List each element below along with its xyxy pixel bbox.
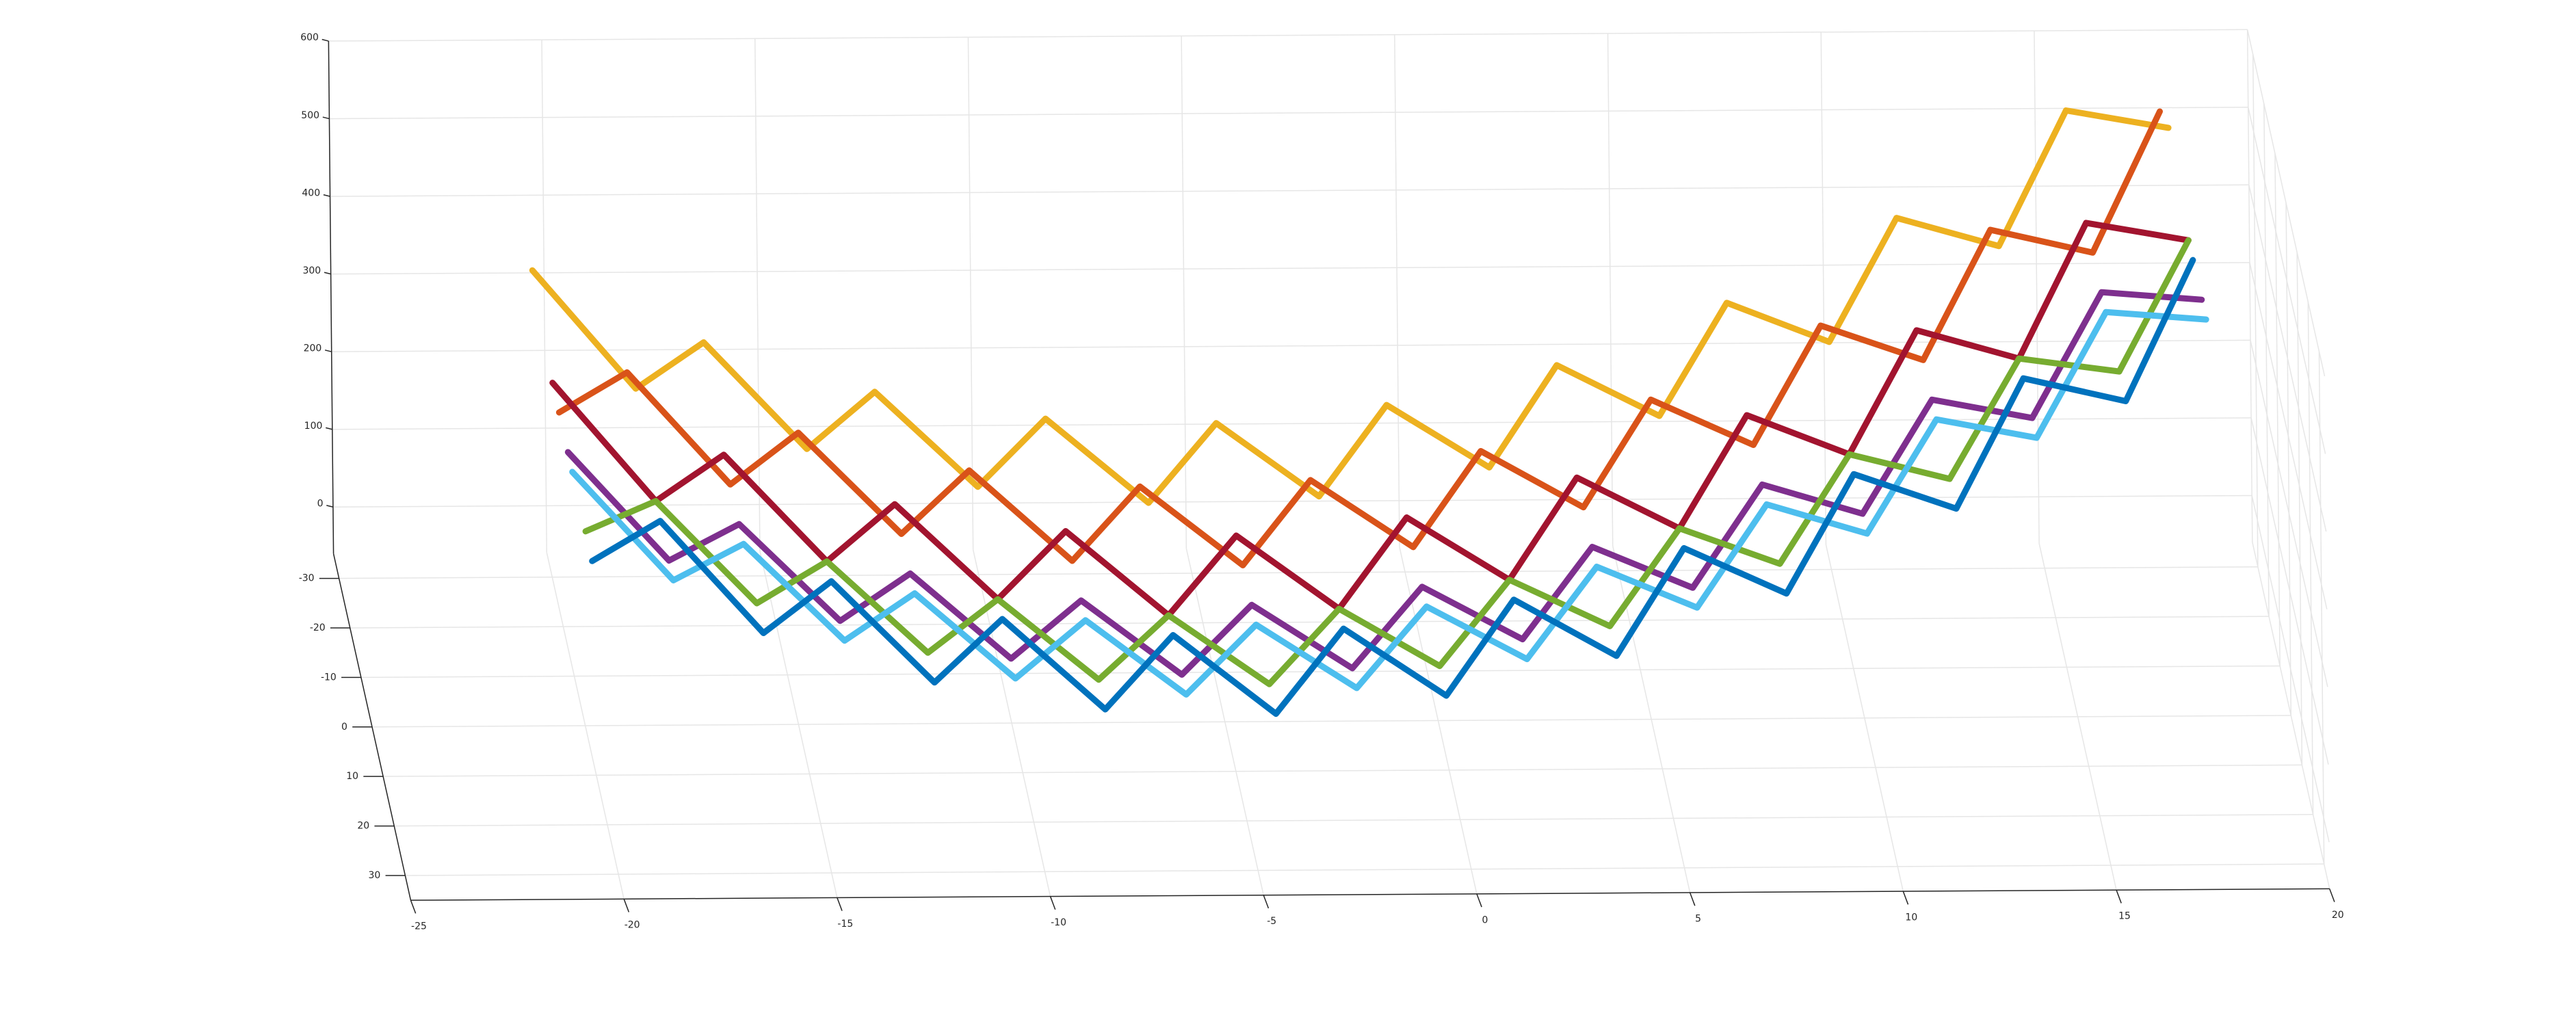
grid-line	[541, 40, 548, 553]
series-line	[564, 289, 2205, 678]
x-tick-label: 10	[1905, 912, 1917, 923]
x-tick-label: -20	[625, 920, 640, 931]
grid-line	[350, 616, 2270, 629]
grid-line	[1820, 31, 1827, 545]
x-tick	[1902, 891, 1909, 905]
grid-line	[2034, 31, 2040, 544]
grid-line	[332, 417, 2252, 430]
x-tick-label: -15	[837, 919, 853, 930]
z-tick-label: 500	[301, 110, 319, 121]
grid-line	[2246, 29, 2326, 377]
y-tick-label: 30	[369, 870, 381, 881]
grid-line	[1181, 36, 1187, 549]
series-line	[569, 308, 2209, 698]
x-tick	[2329, 889, 2335, 902]
x-tick-label: 5	[1695, 913, 1701, 924]
grid-line	[967, 37, 974, 550]
series-line	[582, 237, 2192, 687]
grid-line	[2250, 417, 2329, 765]
z-tick	[321, 38, 329, 42]
y-tick-label: -20	[310, 622, 326, 633]
grid-line	[2246, 29, 2253, 542]
x-tick-label: 15	[2118, 911, 2131, 922]
y-tick-label: 10	[346, 771, 358, 782]
x-tick	[2116, 889, 2122, 904]
x-tick-label: -25	[411, 921, 427, 932]
x-tick-label: 20	[2332, 910, 2344, 921]
x-axis	[410, 888, 2330, 901]
x-tick	[1049, 896, 1056, 910]
x-tick-label: -10	[1051, 917, 1066, 928]
grid-line	[1394, 34, 1400, 548]
z-tick-label: 100	[304, 421, 323, 432]
y-tick-label: -10	[321, 672, 337, 683]
z-tick	[326, 505, 334, 508]
grid-line	[2263, 103, 2270, 617]
z-tick	[323, 194, 330, 197]
grid-line	[2249, 262, 2328, 609]
grid-line	[371, 715, 2291, 728]
z-tick-label: 300	[302, 265, 321, 276]
grid-line	[360, 665, 2281, 679]
z-tick-label: 400	[302, 187, 320, 198]
grid-line	[339, 566, 2258, 579]
grid-line	[2285, 202, 2292, 715]
series-line	[589, 256, 2196, 718]
x-tick-label: 0	[1482, 915, 1488, 925]
x-tick	[623, 899, 630, 912]
grid-line	[405, 863, 2324, 876]
grid-line	[2318, 351, 2325, 865]
grid-line	[2252, 54, 2259, 567]
grid-line	[2248, 107, 2326, 454]
z-tick-label: 0	[317, 498, 324, 509]
grid-line	[2251, 495, 2330, 843]
x-tick	[1476, 893, 1482, 908]
grid-line	[754, 38, 761, 551]
grid-line	[330, 184, 2249, 197]
z-tick	[324, 272, 331, 275]
grid-line	[2250, 340, 2328, 687]
x-tick	[837, 897, 843, 911]
series-line	[529, 107, 2172, 506]
z-tick-label: 600	[300, 32, 319, 43]
x-tick	[410, 899, 417, 914]
grid-line	[2248, 185, 2327, 532]
z-axis	[328, 41, 334, 554]
z-tick	[326, 427, 332, 430]
grid-line	[2296, 252, 2303, 765]
y-tick-label: -30	[299, 573, 315, 584]
z-tick	[322, 116, 330, 120]
x-tick	[1263, 895, 1270, 909]
z-tick-label: 200	[304, 343, 322, 354]
z-tick	[324, 350, 332, 352]
x-tick	[1689, 892, 1696, 906]
y-tick-label: 20	[357, 821, 369, 832]
grid-line	[330, 262, 2250, 275]
grid-line	[2274, 153, 2281, 666]
grid-line	[329, 107, 2248, 120]
grid-line	[328, 29, 2248, 42]
y-tick-label: 0	[341, 722, 347, 733]
grid-line	[2307, 302, 2314, 815]
series-line	[549, 220, 2192, 619]
x-tick-label: -5	[1267, 916, 1276, 927]
grid-line	[394, 814, 2313, 827]
grid-line	[383, 764, 2302, 777]
